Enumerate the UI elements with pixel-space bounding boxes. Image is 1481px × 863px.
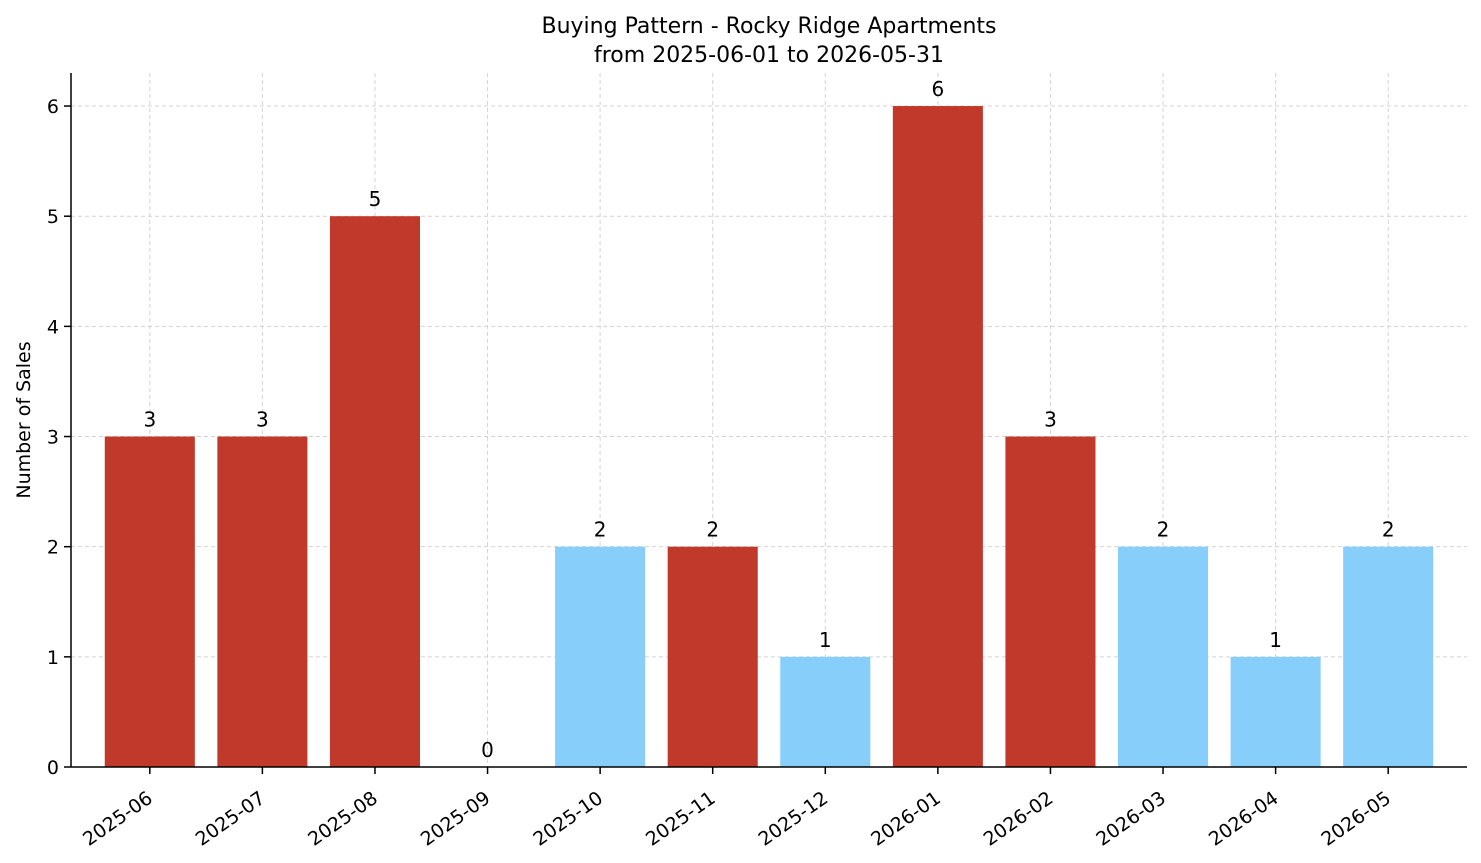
grid-layer	[71, 73, 1467, 767]
y-tick-layer: 0 1 2 3 4 5 6	[47, 96, 71, 779]
x-tick-label-2026-02: 2026-02	[980, 787, 1058, 851]
data-label-layer: 3 3 5 0 2 2 1 6 3 2 1 2	[143, 77, 1394, 762]
bar-2026-01	[892, 106, 983, 768]
data-label-2025-10: 2	[594, 518, 607, 542]
bar-2025-10	[555, 546, 646, 767]
data-label-2026-05: 2	[1382, 518, 1395, 542]
y-tick-label-4: 4	[47, 316, 59, 338]
data-label-2026-02: 3	[1044, 408, 1057, 432]
data-label-2025-11: 2	[706, 518, 719, 542]
x-tick-label-2025-06: 2025-06	[79, 787, 157, 851]
x-tick-label-2026-04: 2026-04	[1205, 787, 1283, 851]
y-tick-label-1: 1	[47, 647, 59, 669]
bar-2026-05	[1343, 546, 1434, 767]
bar-layer	[104, 106, 1434, 768]
data-label-2025-07: 3	[256, 408, 269, 432]
bar-2026-04	[1230, 656, 1321, 767]
x-tick-layer: 2025-06 2025-07 2025-08 2025-09 2025-10 2025-…	[79, 767, 1395, 851]
bar-2025-07	[217, 436, 308, 767]
x-tick-label-2025-09: 2025-09	[417, 787, 495, 851]
y-tick-label-5: 5	[47, 206, 59, 228]
x-tick-label-2025-08: 2025-08	[304, 787, 382, 851]
bar-2025-08	[329, 216, 420, 767]
y-tick-label-0: 0	[47, 757, 59, 779]
x-tick-label-2025-12: 2025-12	[755, 787, 833, 851]
bar-2026-03	[1118, 546, 1209, 767]
data-label-2026-04: 1	[1269, 628, 1282, 652]
x-tick-label-2025-10: 2025-10	[529, 787, 607, 851]
y-axis-label: Number of Sales	[13, 341, 35, 498]
data-label-2025-09: 0	[481, 738, 494, 762]
chart-subtitle: from 2025-06-01 to 2026-05-31	[594, 43, 944, 68]
chart-title: Buying Pattern - Rocky Ridge Apartments	[542, 14, 997, 39]
bar-2025-11	[667, 546, 758, 767]
data-label-2026-01: 6	[932, 77, 945, 101]
data-label-2025-12: 1	[819, 628, 832, 652]
x-tick-label-2026-03: 2026-03	[1092, 787, 1170, 851]
data-label-2025-06: 3	[143, 408, 156, 432]
bar-2026-02	[1005, 436, 1096, 767]
bar-2025-06	[104, 436, 195, 767]
x-tick-label-2025-11: 2025-11	[642, 787, 720, 851]
bar-2025-12	[780, 656, 871, 767]
y-tick-label-3: 3	[47, 427, 59, 449]
data-label-2026-03: 2	[1157, 518, 1170, 542]
x-tick-label-2026-01: 2026-01	[867, 787, 945, 851]
y-tick-label-6: 6	[47, 96, 59, 118]
x-tick-label-2025-07: 2025-07	[192, 787, 270, 851]
data-label-2025-08: 5	[369, 187, 382, 211]
y-tick-label-2: 2	[47, 537, 59, 559]
x-tick-label-2026-05: 2026-05	[1317, 787, 1395, 851]
